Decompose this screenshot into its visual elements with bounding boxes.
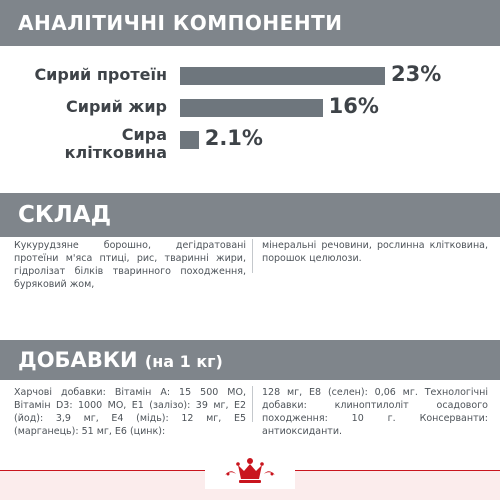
additives-subtitle: (на 1 кг): [144, 352, 223, 371]
composition-divider: [252, 239, 253, 273]
composition-title: СКЛАД: [18, 202, 112, 228]
composition-text-left: Кукурудзяне борошно, дегідратовані проте…: [14, 240, 246, 290]
row-protein-label: Сирий протеїн: [34, 65, 167, 84]
composition-header: СКЛАД: [0, 193, 500, 237]
row-fat-label: Сирий жир: [66, 97, 167, 116]
royal-canin-crown-icon: [225, 458, 275, 483]
row-fiber-bar: [180, 131, 199, 149]
additives-title: ДОБАВКИ: [18, 348, 138, 372]
additives-text-right: 128 мг, Е8 (селен): 0,06 мг. Технологічн…: [262, 387, 488, 437]
row-fat-value: 16%: [328, 94, 379, 118]
row-fiber-label: Сира клітковина: [64, 125, 167, 162]
additives-title-wrap: ДОБАВКИ (на 1 кг): [18, 348, 223, 372]
analytics-title: АНАЛІТИЧНІ КОМПОНЕНТИ: [18, 11, 343, 35]
composition-text-right: мінеральні речовини, рослинна клітковина…: [262, 240, 488, 264]
brand-logo: [205, 449, 295, 489]
analytics-header: АНАЛІТИЧНІ КОМПОНЕНТИ: [0, 0, 500, 46]
row-protein-value: 23%: [391, 62, 442, 86]
row-protein-bar: [180, 67, 385, 85]
additives-divider: [252, 386, 253, 422]
row-fiber-value: 2.1%: [204, 126, 263, 150]
additives-header: ДОБАВКИ (на 1 кг): [0, 340, 500, 380]
additives-text-left: Харчові добавки: Вітамін А: 15 500 МО, В…: [14, 387, 246, 437]
row-fat-bar: [180, 99, 323, 117]
